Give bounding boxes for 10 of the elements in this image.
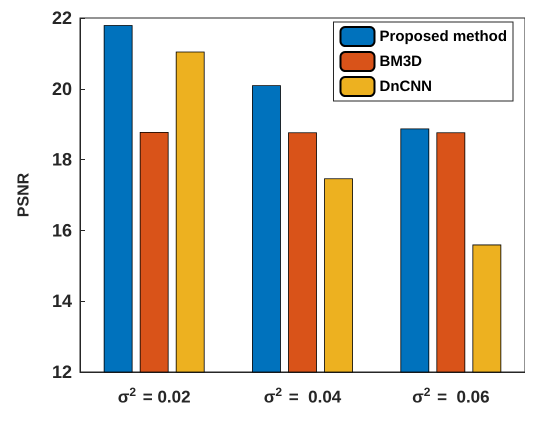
- y-tick-label: 22: [52, 8, 72, 28]
- y-tick-label: 14: [52, 291, 72, 312]
- y-tick-label: 16: [52, 220, 72, 240]
- y-tick-label: 12: [52, 362, 72, 382]
- legend-label: Proposed method: [379, 28, 508, 45]
- y-tick-label: 18: [52, 150, 72, 170]
- y-axis-title: PSNR: [16, 172, 32, 218]
- legend-label: BM3D: [379, 53, 422, 70]
- legend-label: DnCNN: [379, 78, 432, 95]
- y-tick-label: 20: [52, 78, 72, 99]
